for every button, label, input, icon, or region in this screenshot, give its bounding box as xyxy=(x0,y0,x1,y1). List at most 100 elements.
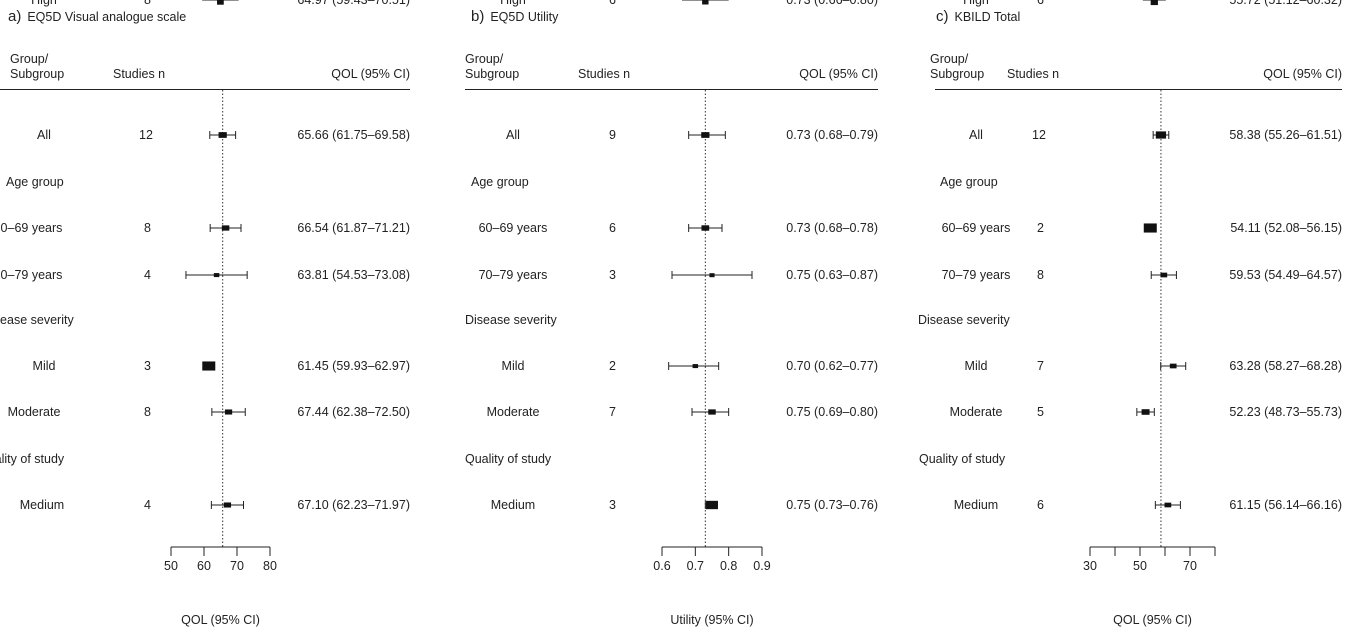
x-tick-label: 0.7 xyxy=(687,559,704,573)
x-axis-title: QOL (95% CI) xyxy=(1113,613,1192,627)
point-estimate xyxy=(213,273,220,278)
row-study-count: 8 xyxy=(144,405,151,419)
row-label: Mild xyxy=(964,359,988,373)
row-label: Mild xyxy=(32,359,56,373)
header-studies: Studies n xyxy=(578,67,631,81)
point-estimate xyxy=(202,361,216,371)
row-study-count: 8 xyxy=(144,221,151,235)
ci-mark xyxy=(1143,223,1157,233)
row-label: All xyxy=(506,128,520,142)
point-estimate xyxy=(1155,131,1167,139)
header-ci: QOL (95% CI) xyxy=(799,67,878,81)
point-estimate xyxy=(1169,363,1177,369)
panel-title: a) EQ5D Visual analogue scale xyxy=(8,8,186,25)
x-tick-label: 50 xyxy=(164,559,178,573)
point-estimate xyxy=(709,273,715,278)
row-label: 70–79 years xyxy=(0,268,63,282)
header-studies: Studies n xyxy=(113,67,166,81)
header-studies: Studies n xyxy=(1007,67,1060,81)
row-ci-text: 67.10 (62.23–71.97) xyxy=(297,498,410,512)
point-estimate xyxy=(218,132,227,138)
row-study-count: 4 xyxy=(144,498,151,512)
row-ci-text: 0.75 (0.73–0.76) xyxy=(786,498,878,512)
row-study-count: 3 xyxy=(144,359,151,373)
point-estimate xyxy=(223,502,232,508)
ci-mark xyxy=(688,131,726,139)
row-study-count: 7 xyxy=(609,405,616,419)
row-ci-text: 0.73 (0.66–0.80) xyxy=(786,0,878,7)
row-study-count: 12 xyxy=(1032,128,1046,142)
row-label: High xyxy=(963,0,989,7)
x-tick-label: 0.9 xyxy=(753,559,770,573)
x-axis: 0.6 0.7 0.8 0.9 xyxy=(653,546,771,573)
row-ci-text: 64.97 (59.43–70.51) xyxy=(297,0,410,7)
point-estimate xyxy=(706,500,718,510)
row-ci-text: 0.75 (0.63–0.87) xyxy=(786,268,878,282)
row-study-count: 8 xyxy=(144,0,151,7)
ci-mark xyxy=(704,500,718,510)
x-axis: 50 60 70 80 xyxy=(164,546,277,573)
point-estimate xyxy=(224,409,233,415)
header-ci: QOL (95% CI) xyxy=(331,67,410,81)
row-label: Medium xyxy=(19,498,65,512)
subgroup-heading: Age group xyxy=(940,175,998,189)
ci-mark xyxy=(1150,271,1177,279)
row-ci-text: 65.66 (61.75–69.58) xyxy=(297,128,410,142)
x-tick-label: 0.6 xyxy=(653,559,670,573)
x-axis-title: QOL (95% CI) xyxy=(181,613,260,627)
row-study-count: 5 xyxy=(1037,405,1044,419)
row-ci-text: 59.53 (54.49–64.57) xyxy=(1229,268,1342,282)
plot-area: 50 60 70 80 xyxy=(164,0,277,573)
row-ci-text: 67.44 (62.38–72.50) xyxy=(297,405,410,419)
ci-mark xyxy=(682,0,729,5)
forest-panel-b: b) EQ5D Utility Group/Subgroup Studies n QOL… xyxy=(465,0,895,633)
header-group: Group/Subgroup xyxy=(10,52,65,81)
point-estimate xyxy=(701,225,710,231)
ci-mark xyxy=(202,0,239,5)
x-axis: 30 50 70 xyxy=(1083,546,1216,573)
ci-mark xyxy=(210,501,245,509)
x-tick-label: 70 xyxy=(230,559,244,573)
subgroup-heading: Disease severity xyxy=(0,313,74,327)
row-ci-text: 0.75 (0.69–0.80) xyxy=(786,405,878,419)
x-axis-title: Utility (95% CI) xyxy=(670,613,754,627)
row-study-count: 6 xyxy=(1037,0,1044,7)
subgroup-heading: Age group xyxy=(471,175,529,189)
row-study-count: 2 xyxy=(609,359,616,373)
row-study-count: 4 xyxy=(144,268,151,282)
row-label: Moderate xyxy=(7,405,61,419)
x-tick-label: 60 xyxy=(197,559,211,573)
row-ci-text: 66.54 (61.87–71.21) xyxy=(297,221,410,235)
header-rule xyxy=(935,89,1342,90)
row-ci-text: 61.45 (59.93–62.97) xyxy=(297,359,410,373)
panel-title-text: EQ5D Visual analogue scale xyxy=(27,10,187,24)
row-study-count: 8 xyxy=(1037,268,1044,282)
ci-mark xyxy=(202,361,216,371)
x-tick-label: 80 xyxy=(263,559,277,573)
row-study-count: 3 xyxy=(609,268,616,282)
row-ci-text: 54.11 (52.08–56.15) xyxy=(1230,221,1342,235)
row-label: Mild xyxy=(501,359,525,373)
row-label: Medium xyxy=(490,498,536,512)
ci-mark xyxy=(671,271,753,279)
row-label: High xyxy=(31,0,57,7)
subgroup-heading: Disease severity xyxy=(465,313,557,327)
row-label: Moderate xyxy=(949,405,1003,419)
ci-mark xyxy=(209,131,237,139)
row-study-count: 2 xyxy=(1037,221,1044,235)
point-estimate xyxy=(692,364,699,369)
row-ci-text: 0.70 (0.62–0.77) xyxy=(786,359,878,373)
point-estimate xyxy=(708,409,716,415)
row-ci-text: 52.23 (48.73–55.73) xyxy=(1229,405,1342,419)
row-ci-text: 0.73 (0.68–0.78) xyxy=(786,221,878,235)
row-label: 60–69 years xyxy=(941,221,1011,235)
row-ci-text: 0.73 (0.68–0.79) xyxy=(786,128,878,142)
row-label: 60–69 years xyxy=(478,221,548,235)
subgroup-heading: Age group xyxy=(6,175,64,189)
ci-mark xyxy=(1152,131,1170,139)
header-ci: QOL (95% CI) xyxy=(1263,67,1342,81)
plot-area: 30 50 70 xyxy=(1083,0,1216,573)
header-rule xyxy=(0,89,410,90)
header-group: Group/Subgroup xyxy=(465,52,520,81)
